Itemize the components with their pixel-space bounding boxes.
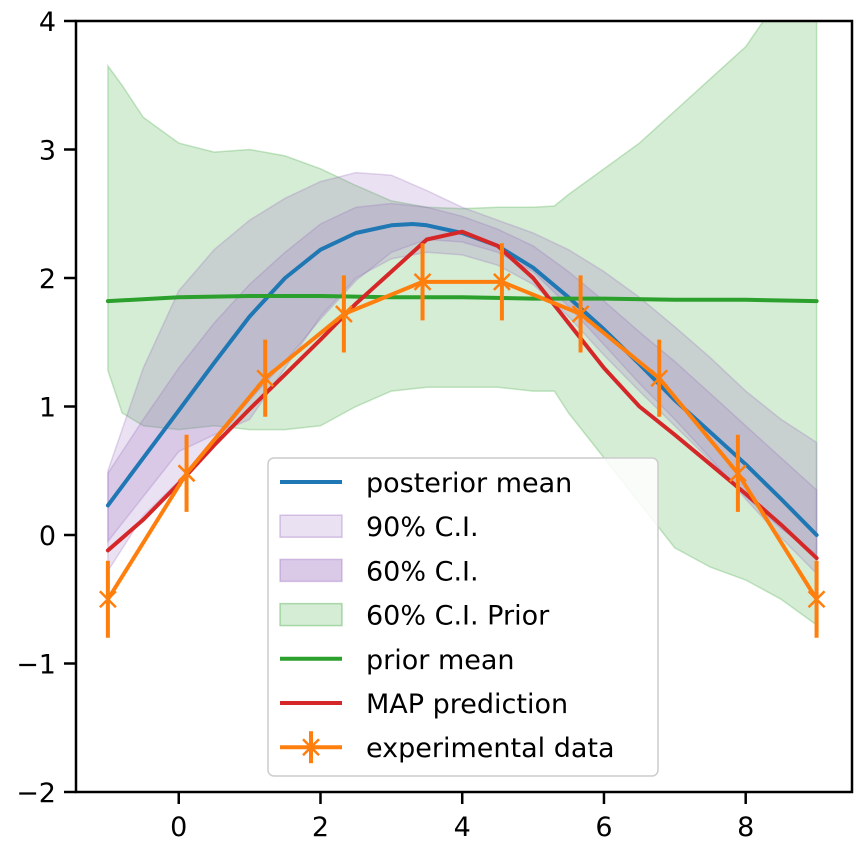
x-tick: 4 xyxy=(454,792,471,843)
y-tick-label: −2 xyxy=(16,778,56,809)
data-point xyxy=(99,560,117,638)
y-tick: 1 xyxy=(39,393,76,424)
legend-swatch xyxy=(279,514,343,538)
data-point xyxy=(177,434,196,512)
x-axis: 0 2 4 6 8 xyxy=(170,792,754,843)
legend-label: posterior mean xyxy=(366,468,572,499)
legend-label: experimental data xyxy=(366,733,615,764)
legend-item-60-c-i: 60% C.I. xyxy=(279,556,479,587)
legend-box xyxy=(267,457,659,777)
y-tick: 3 xyxy=(39,136,76,167)
x-marker xyxy=(177,464,196,483)
legend-marker xyxy=(302,738,320,757)
legend-item-90-c-i: 90% C.I. xyxy=(279,512,479,543)
x-marker xyxy=(571,305,590,323)
data-point xyxy=(256,339,275,417)
y-tick-label: −1 xyxy=(16,650,56,681)
x-tick: 8 xyxy=(737,792,754,843)
legend-swatch xyxy=(279,558,343,583)
x-marker xyxy=(334,305,353,323)
y-tick-label: 3 xyxy=(39,136,56,167)
y-tick-label: 1 xyxy=(39,393,56,424)
data-point xyxy=(729,434,747,512)
data-point xyxy=(571,275,590,353)
x-tick-label: 2 xyxy=(312,812,329,843)
x-marker xyxy=(493,272,511,291)
legend-label: MAP prediction xyxy=(366,689,568,720)
x-marker xyxy=(650,369,669,388)
x-marker xyxy=(256,369,275,388)
legend-label: 90% C.I. xyxy=(366,512,479,543)
legend-item-experimental-data: experimental data xyxy=(280,731,615,764)
y-tick: 2 xyxy=(39,264,76,295)
legend-label: 60% C.I. Prior xyxy=(366,601,550,632)
x-tick-label: 4 xyxy=(454,812,471,843)
data-point xyxy=(493,243,511,321)
data-point xyxy=(334,275,353,353)
legend-label: 60% C.I. xyxy=(366,556,479,587)
x-tick: 6 xyxy=(595,792,613,843)
x-tick: 2 xyxy=(312,792,329,843)
x-marker xyxy=(99,590,117,609)
legend-item-60-c-i-prior: 60% C.I. Prior xyxy=(279,601,550,632)
y-tick: −1 xyxy=(16,650,76,681)
x-marker xyxy=(807,590,826,609)
data-point xyxy=(413,243,432,321)
60-c-i-band xyxy=(107,202,818,556)
legend: posterior mean 90% C.I. 60% C.I. 60% C.I. P… xyxy=(267,457,659,777)
map-prediction-line xyxy=(105,229,819,561)
y-tick-label: 4 xyxy=(39,7,56,38)
y-tick-label: 0 xyxy=(39,521,56,552)
x-tick: 0 xyxy=(170,792,187,843)
y-axis: −2 −1 0 1 2 3 4 xyxy=(16,7,76,809)
data-point xyxy=(650,339,669,417)
data-point xyxy=(807,560,826,638)
x-tick-label: 6 xyxy=(595,812,612,843)
experimental-data-line xyxy=(106,279,819,601)
y-tick-label: 2 xyxy=(39,264,56,295)
prior-mean-line xyxy=(105,294,819,304)
y-tick: 4 xyxy=(39,7,76,38)
y-tick: 0 xyxy=(39,521,76,552)
series-lines xyxy=(105,222,819,601)
x-marker xyxy=(413,272,432,291)
legend-item-posterior-mean: posterior mean xyxy=(280,468,572,499)
x-tick-label: 8 xyxy=(737,812,754,843)
data-markers xyxy=(99,243,826,638)
legend-item-map-prediction: MAP prediction xyxy=(280,689,568,720)
legend-label: prior mean xyxy=(366,645,515,676)
x-tick-label: 0 xyxy=(170,812,187,843)
y-tick: −2 xyxy=(16,778,76,809)
legend-item-prior-mean: prior mean xyxy=(280,645,515,676)
legend-swatch xyxy=(279,602,343,627)
x-marker xyxy=(729,464,747,483)
